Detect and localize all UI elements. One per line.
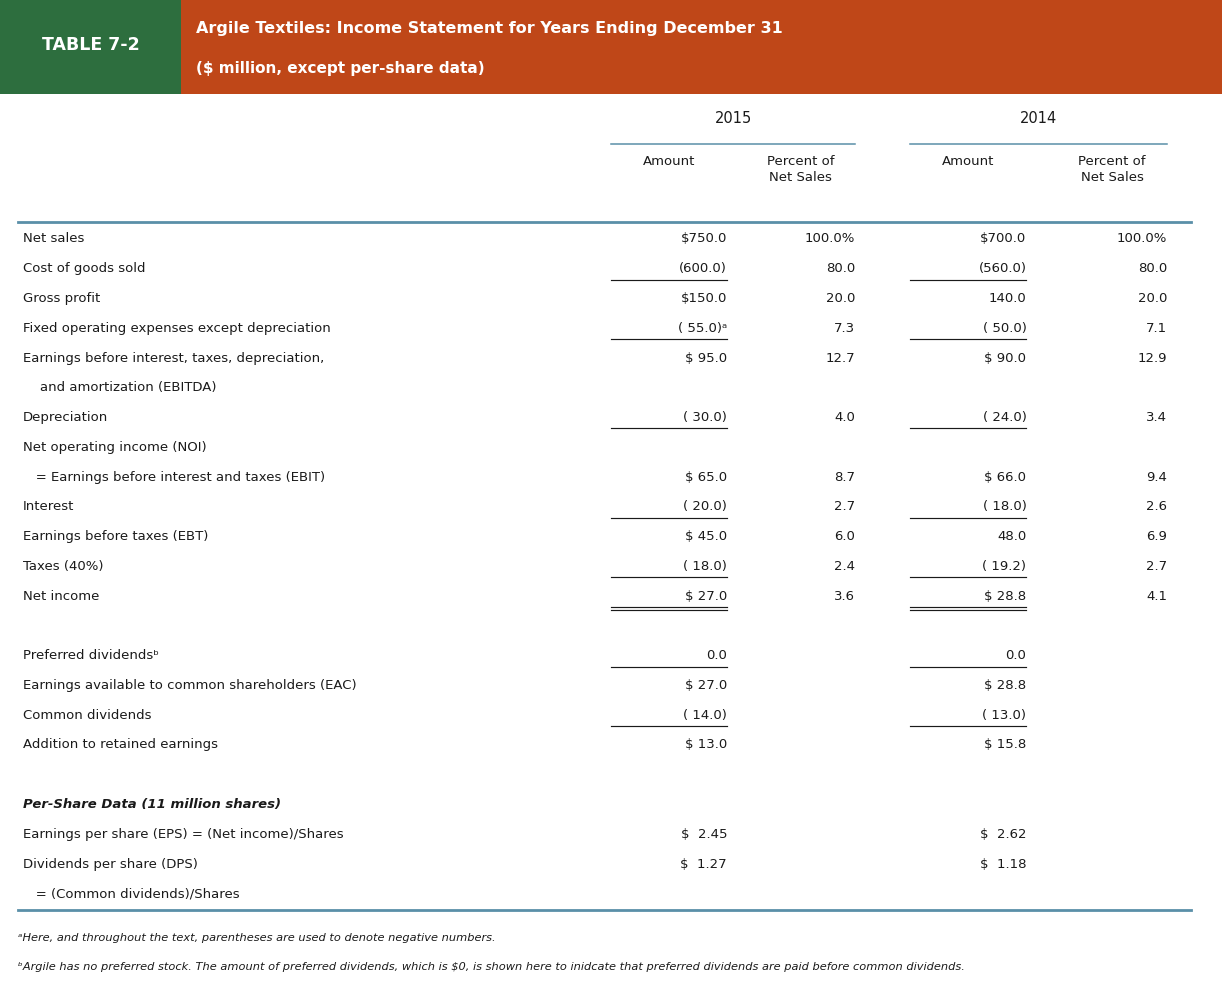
Text: Earnings available to common shareholders (EAC): Earnings available to common shareholder…: [23, 678, 357, 691]
Text: 4.0: 4.0: [835, 411, 855, 423]
Text: (600.0): (600.0): [679, 262, 727, 275]
Text: ᵃHere, and throughout the text, parentheses are used to denote negative numbers.: ᵃHere, and throughout the text, parenthe…: [18, 932, 496, 942]
Text: 12.9: 12.9: [1138, 351, 1167, 364]
Text: 100.0%: 100.0%: [805, 233, 855, 246]
Text: ( 18.0): ( 18.0): [683, 560, 727, 573]
Text: $ 15.8: $ 15.8: [984, 738, 1026, 750]
Text: Earnings before taxes (EBT): Earnings before taxes (EBT): [23, 530, 209, 543]
Text: $  2.62: $ 2.62: [980, 827, 1026, 840]
Text: Net operating income (NOI): Net operating income (NOI): [23, 440, 207, 453]
Text: $ 90.0: $ 90.0: [985, 351, 1026, 364]
Text: 4.1: 4.1: [1146, 589, 1167, 602]
Text: Percent of
Net Sales: Percent of Net Sales: [1078, 155, 1146, 184]
Text: ( 14.0): ( 14.0): [683, 708, 727, 721]
Text: ( 20.0): ( 20.0): [683, 500, 727, 513]
Text: 140.0: 140.0: [989, 291, 1026, 305]
Text: Amount: Amount: [942, 155, 995, 168]
Text: $ 45.0: $ 45.0: [686, 530, 727, 543]
Text: Percent of
Net Sales: Percent of Net Sales: [766, 155, 835, 184]
Text: 2.6: 2.6: [1146, 500, 1167, 513]
Text: (560.0): (560.0): [979, 262, 1026, 275]
Text: 80.0: 80.0: [826, 262, 855, 275]
Text: 2014: 2014: [1020, 111, 1057, 126]
Text: Per-Share Data (11 million shares): Per-Share Data (11 million shares): [23, 797, 281, 810]
Text: ( 24.0): ( 24.0): [982, 411, 1026, 423]
Text: Fixed operating expenses except depreciation: Fixed operating expenses except deprecia…: [23, 321, 331, 334]
Text: $ 66.0: $ 66.0: [985, 470, 1026, 483]
Text: 3.4: 3.4: [1146, 411, 1167, 423]
Text: Cost of goods sold: Cost of goods sold: [23, 262, 145, 275]
Text: 6.9: 6.9: [1146, 530, 1167, 543]
Text: ( 19.2): ( 19.2): [982, 560, 1026, 573]
Text: 100.0%: 100.0%: [1117, 233, 1167, 246]
Text: and amortization (EBITDA): and amortization (EBITDA): [23, 381, 216, 394]
Text: 6.0: 6.0: [835, 530, 855, 543]
Text: Net sales: Net sales: [23, 233, 84, 246]
Text: $ 28.8: $ 28.8: [985, 678, 1026, 691]
Text: 7.1: 7.1: [1146, 321, 1167, 334]
Text: $700.0: $700.0: [980, 233, 1026, 246]
Text: $ 27.0: $ 27.0: [684, 678, 727, 691]
Text: 80.0: 80.0: [1138, 262, 1167, 275]
Text: Depreciation: Depreciation: [23, 411, 109, 423]
Text: $  2.45: $ 2.45: [681, 827, 727, 840]
Text: ( 18.0): ( 18.0): [982, 500, 1026, 513]
Text: $ 13.0: $ 13.0: [684, 738, 727, 750]
Text: 2.4: 2.4: [835, 560, 855, 573]
Text: Dividends per share (DPS): Dividends per share (DPS): [23, 857, 198, 870]
Text: $ 65.0: $ 65.0: [686, 470, 727, 483]
Text: 0.0: 0.0: [706, 648, 727, 661]
Text: 9.4: 9.4: [1146, 470, 1167, 483]
Text: ($ million, except per-share data): ($ million, except per-share data): [196, 61, 484, 76]
Text: $ 28.8: $ 28.8: [985, 589, 1026, 602]
Text: Taxes (40%): Taxes (40%): [23, 560, 104, 573]
Text: TABLE 7-2: TABLE 7-2: [42, 37, 139, 55]
Text: = Earnings before interest and taxes (EBIT): = Earnings before interest and taxes (EB…: [23, 470, 325, 483]
Text: 8.7: 8.7: [835, 470, 855, 483]
Text: $750.0: $750.0: [681, 233, 727, 246]
Text: $ 95.0: $ 95.0: [686, 351, 727, 364]
Text: $  1.27: $ 1.27: [681, 857, 727, 870]
Text: Common dividends: Common dividends: [23, 708, 152, 721]
Text: Preferred dividendsᵇ: Preferred dividendsᵇ: [23, 648, 159, 661]
Text: ( 13.0): ( 13.0): [982, 708, 1026, 721]
Text: Earnings before interest, taxes, depreciation,: Earnings before interest, taxes, depreci…: [23, 351, 325, 364]
Text: Gross profit: Gross profit: [23, 291, 100, 305]
Text: ( 30.0): ( 30.0): [683, 411, 727, 423]
Bar: [181, 0, 1222, 94]
Text: 12.7: 12.7: [826, 351, 855, 364]
Text: Addition to retained earnings: Addition to retained earnings: [23, 738, 219, 750]
Text: 7.3: 7.3: [835, 321, 855, 334]
Text: 48.0: 48.0: [997, 530, 1026, 543]
Text: 20.0: 20.0: [1138, 291, 1167, 305]
Text: ᵇArgile has no preferred stock. The amount of preferred dividends, which is $0, : ᵇArgile has no preferred stock. The amou…: [18, 960, 965, 970]
Text: 0.0: 0.0: [1006, 648, 1026, 661]
Text: Net income: Net income: [23, 589, 100, 602]
Text: $  1.18: $ 1.18: [980, 857, 1026, 870]
Bar: [0, 0, 181, 94]
Text: 2.7: 2.7: [1146, 560, 1167, 573]
Text: Earnings per share (EPS) = (Net income)/Shares: Earnings per share (EPS) = (Net income)/…: [23, 827, 343, 840]
Text: 2.7: 2.7: [835, 500, 855, 513]
Text: Argile Textiles: Income Statement for Years Ending December 31: Argile Textiles: Income Statement for Ye…: [196, 21, 782, 36]
Text: Interest: Interest: [23, 500, 75, 513]
Text: ( 50.0): ( 50.0): [982, 321, 1026, 334]
Text: 2015: 2015: [715, 111, 752, 126]
Text: 20.0: 20.0: [826, 291, 855, 305]
Text: 3.6: 3.6: [835, 589, 855, 602]
Text: $150.0: $150.0: [681, 291, 727, 305]
Text: = (Common dividends)/Shares: = (Common dividends)/Shares: [23, 887, 240, 900]
Text: ( 55.0)ᵃ: ( 55.0)ᵃ: [678, 321, 727, 334]
Text: $ 27.0: $ 27.0: [684, 589, 727, 602]
Text: Amount: Amount: [643, 155, 695, 168]
